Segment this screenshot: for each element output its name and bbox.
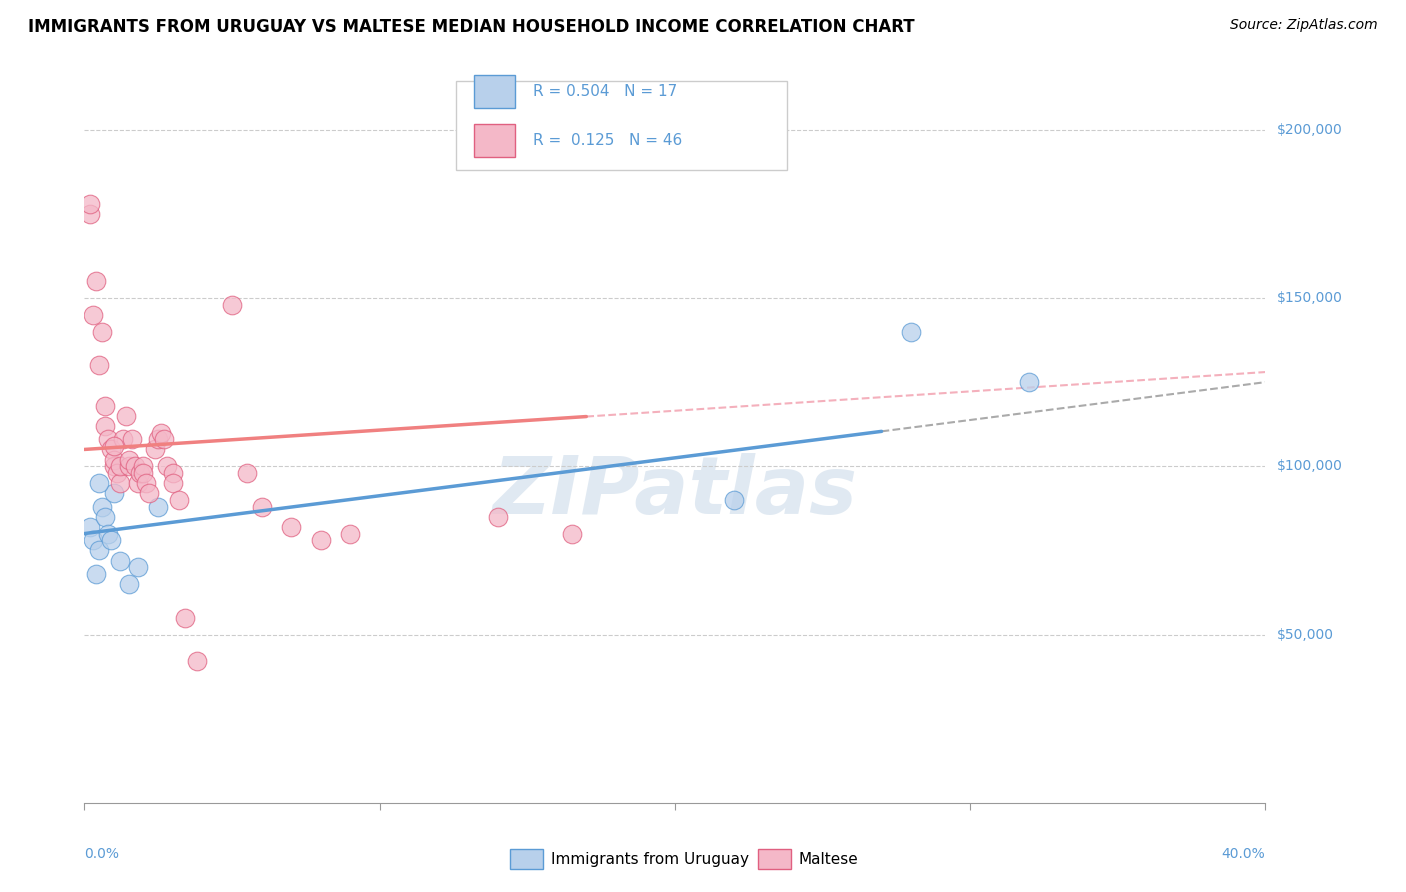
Point — [561, 526, 583, 541]
Point — [103, 452, 125, 467]
Point — [486, 509, 509, 524]
Point — [87, 543, 111, 558]
Point — [82, 308, 104, 322]
Point — [91, 325, 114, 339]
Point — [103, 439, 125, 453]
Text: 40.0%: 40.0% — [1222, 847, 1265, 861]
Point — [111, 433, 134, 447]
Point — [148, 500, 170, 514]
Point — [143, 442, 166, 457]
Point — [118, 452, 141, 467]
Point — [103, 459, 125, 474]
Point — [167, 492, 190, 507]
Point — [129, 466, 152, 480]
Text: 0.0%: 0.0% — [84, 847, 120, 861]
Point — [162, 466, 184, 480]
Point — [79, 207, 101, 221]
Point — [94, 399, 117, 413]
Point — [84, 274, 107, 288]
Bar — [474, 75, 516, 108]
Text: $100,000: $100,000 — [1277, 459, 1343, 474]
Point — [79, 196, 101, 211]
Point — [132, 466, 155, 480]
Text: R = 0.504   N = 17: R = 0.504 N = 17 — [533, 84, 678, 99]
Point — [121, 433, 143, 447]
Point — [723, 492, 745, 507]
Point — [118, 459, 141, 474]
Point — [94, 509, 117, 524]
Point — [103, 486, 125, 500]
Text: $150,000: $150,000 — [1277, 291, 1343, 305]
Point — [162, 476, 184, 491]
Point — [97, 433, 120, 447]
Point — [124, 459, 146, 474]
Point — [114, 409, 136, 423]
Text: $50,000: $50,000 — [1277, 628, 1333, 641]
Point — [900, 325, 922, 339]
Point — [173, 610, 195, 624]
Point — [132, 459, 155, 474]
Point — [97, 526, 120, 541]
Text: $200,000: $200,000 — [1277, 123, 1343, 136]
Point — [250, 500, 273, 514]
Text: R =  0.125   N = 46: R = 0.125 N = 46 — [533, 133, 682, 148]
Point — [280, 520, 302, 534]
Text: Source: ZipAtlas.com: Source: ZipAtlas.com — [1230, 18, 1378, 32]
Text: ZIPatlas: ZIPatlas — [492, 453, 858, 531]
Point — [108, 476, 131, 491]
Point — [87, 476, 111, 491]
Point — [100, 533, 122, 548]
Text: IMMIGRANTS FROM URUGUAY VS MALTESE MEDIAN HOUSEHOLD INCOME CORRELATION CHART: IMMIGRANTS FROM URUGUAY VS MALTESE MEDIA… — [28, 18, 915, 36]
Point — [94, 418, 117, 433]
Text: Immigrants from Uruguay: Immigrants from Uruguay — [551, 852, 749, 866]
Point — [108, 553, 131, 567]
Point — [221, 298, 243, 312]
Point — [309, 533, 332, 548]
Point — [186, 655, 208, 669]
Point — [153, 433, 176, 447]
Bar — [509, 848, 543, 870]
Point — [138, 486, 160, 500]
Point — [339, 526, 361, 541]
Point — [156, 459, 179, 474]
Bar — [758, 848, 790, 870]
Point — [127, 560, 149, 574]
Bar — [474, 123, 516, 157]
Point — [135, 476, 157, 491]
Point — [1018, 375, 1040, 389]
Point — [127, 476, 149, 491]
Point — [150, 425, 173, 440]
Point — [79, 520, 101, 534]
Point — [105, 466, 128, 480]
Point — [118, 577, 141, 591]
Point — [84, 566, 107, 581]
Point — [100, 442, 122, 457]
Point — [108, 459, 131, 474]
Point — [91, 500, 114, 514]
Point — [87, 359, 111, 373]
Point — [148, 433, 170, 447]
Point — [82, 533, 104, 548]
Point — [236, 466, 259, 480]
Text: Maltese: Maltese — [799, 852, 859, 866]
FancyBboxPatch shape — [457, 81, 787, 169]
